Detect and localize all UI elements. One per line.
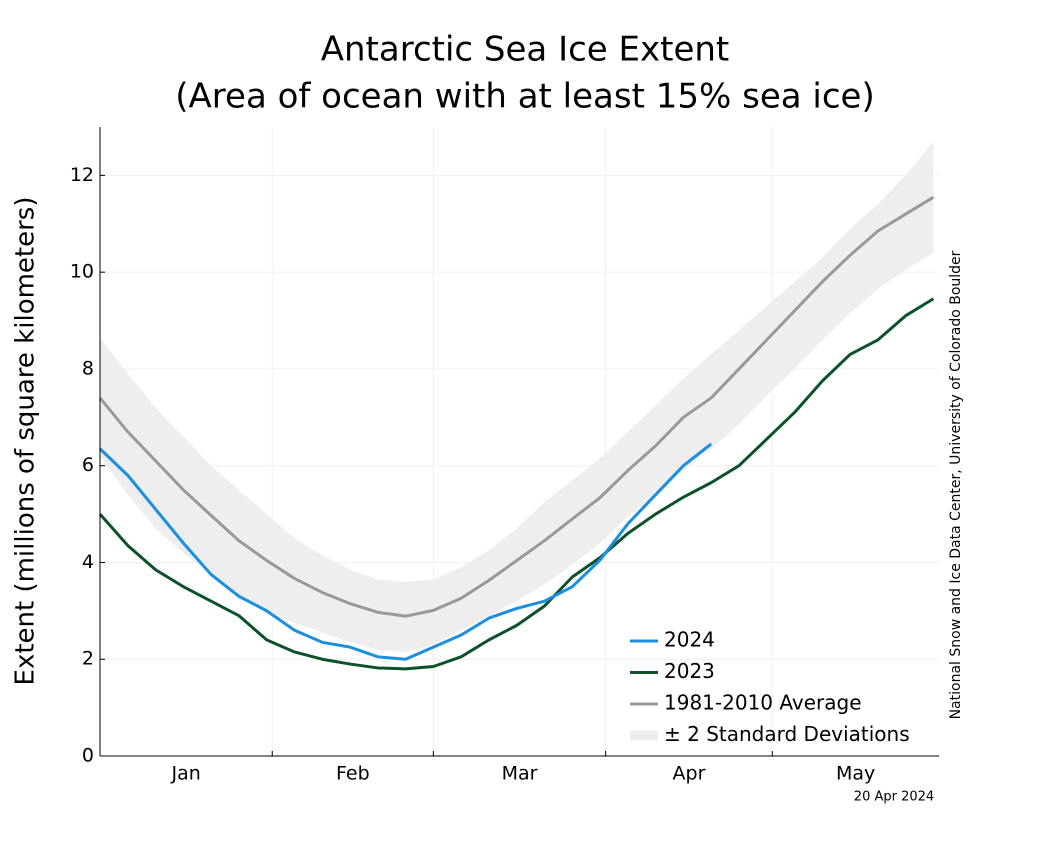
legend-label: 2024 — [664, 628, 715, 652]
std-band — [100, 141, 934, 652]
credit: National Snow and Ice Data Center, Unive… — [948, 250, 964, 719]
y-tick-label: 10 — [70, 261, 94, 283]
series-line — [98, 195, 935, 618]
series-line — [98, 442, 713, 661]
series-line — [98, 297, 935, 671]
y-tick-label: 8 — [82, 357, 94, 379]
legend-label: 1981-2010 Average — [664, 691, 862, 715]
y-tick-label: 4 — [82, 551, 94, 573]
legend-label: 2023 — [664, 659, 715, 683]
chart-title: Antarctic Sea Ice Extent — [321, 30, 730, 70]
y-axis-label: Extent (millions of square kilometers) — [11, 197, 41, 686]
y-tick-label: 12 — [70, 164, 94, 186]
x-tick-label: Apr — [673, 763, 706, 785]
x-tick-label: May — [836, 763, 875, 785]
date-label: 20 Apr 2024 — [854, 790, 934, 805]
chart-subtitle: (Area of ocean with at least 15% sea ice… — [175, 77, 874, 117]
y-tick-label: 2 — [82, 648, 94, 670]
y-tick-label: 0 — [82, 745, 94, 767]
x-tick-label: Feb — [336, 763, 370, 785]
y-tick-label: 6 — [82, 454, 94, 476]
x-tick-label: Jan — [170, 763, 200, 785]
x-tick-label: Mar — [502, 763, 538, 785]
legend-label: ± 2 Standard Deviations — [664, 722, 910, 746]
